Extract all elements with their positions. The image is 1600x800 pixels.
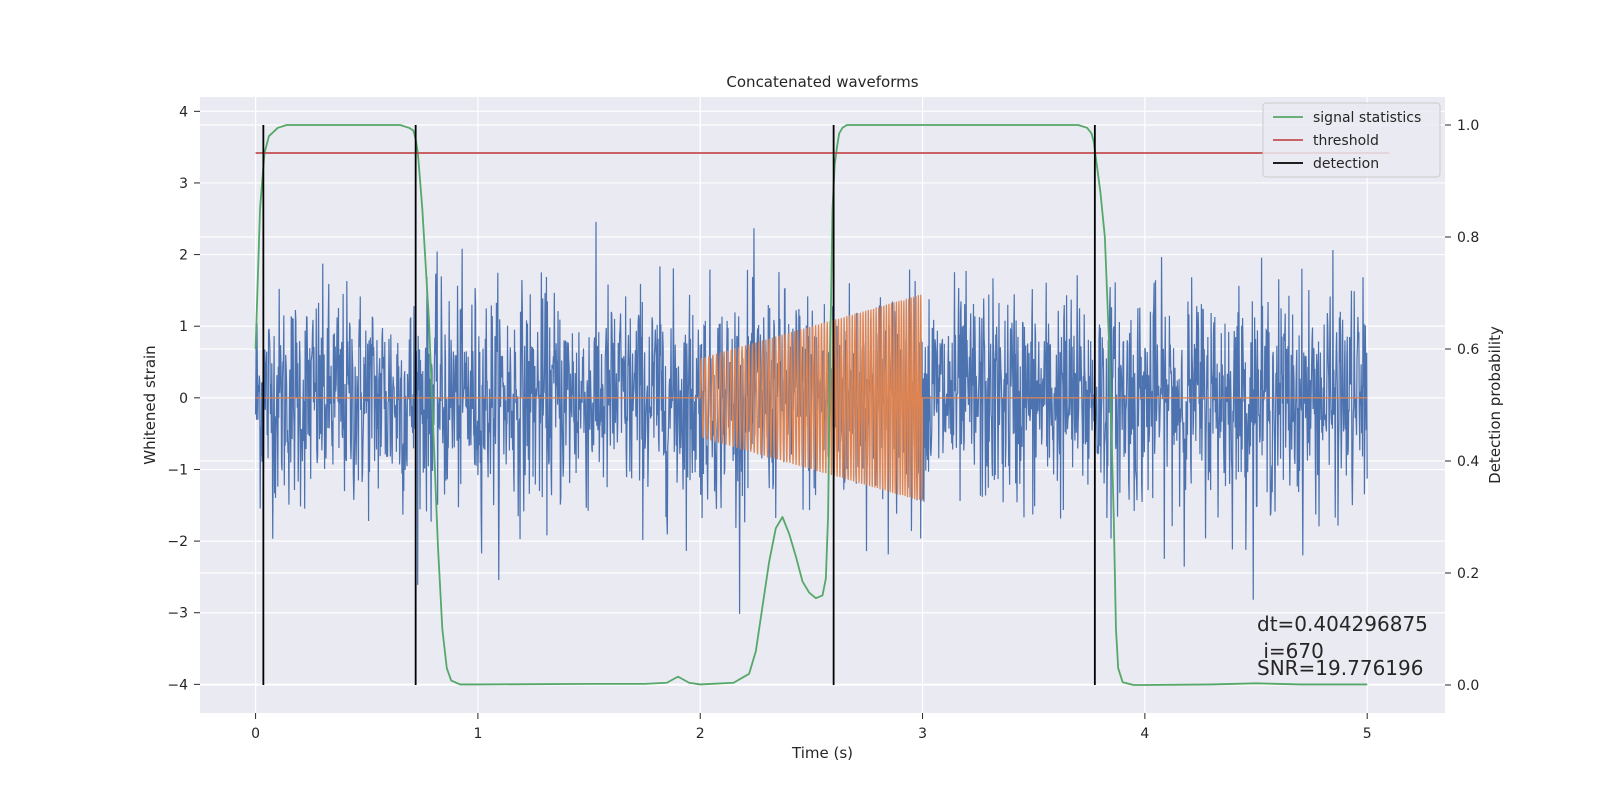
x-tick-label: 2 (696, 726, 705, 742)
legend: signal statistics threshold detection (1262, 102, 1441, 178)
legend-label-detection: detection (1313, 156, 1379, 172)
annotation-snr: SNR=19.776196 (1257, 656, 1423, 680)
y-tick-label: 3 (179, 176, 188, 192)
y2-tick-label: 0.6 (1457, 342, 1479, 358)
x-tick-label: 5 (1363, 726, 1372, 742)
series-injected-waveform (255, 294, 1368, 502)
x-tick-label: 0 (251, 726, 260, 742)
y-tick-label: 1 (179, 319, 188, 335)
annotation-index: i=670 (1257, 639, 1324, 663)
y2-tick-label: 0.2 (1457, 566, 1479, 582)
y2-tick-label: 0.0 (1457, 678, 1479, 694)
y-tick-label: 2 (179, 248, 188, 264)
y2-tick-label: 1.0 (1457, 118, 1479, 134)
plot-data (254, 124, 1390, 686)
axes: 0 1 2 3 4 5 −4 −3 −2 −1 0 1 2 3 4 0.0 0.2 0.4 0.6 0.8 1.0 (167, 104, 1479, 742)
y-axis-label: Whitened strain (141, 345, 159, 464)
y2-tick-label: 0.8 (1457, 230, 1479, 246)
y-tick-label: −2 (167, 534, 188, 550)
x-tick-label: 3 (918, 726, 927, 742)
y-tick-label: 0 (179, 391, 188, 407)
y-tick-label: 4 (179, 104, 188, 120)
y-tick-label: −4 (167, 677, 188, 693)
annotation-dt: dt=0.404296875 (1257, 612, 1428, 636)
legend-label-signal-statistics: signal statistics (1313, 110, 1421, 126)
x-axis-label: Time (s) (791, 744, 853, 762)
chart-title: Concatenated waveforms (726, 73, 918, 91)
y-tick-label: −3 (167, 606, 188, 622)
y2-tick-label: 0.4 (1457, 454, 1479, 470)
y-tick-label: −1 (167, 462, 188, 478)
x-tick-label: 1 (473, 726, 482, 742)
y2-axis-label: Detection probability (1486, 326, 1504, 484)
legend-label-threshold: threshold (1313, 133, 1379, 149)
legend-box (1262, 102, 1441, 178)
x-tick-label: 4 (1140, 726, 1149, 742)
